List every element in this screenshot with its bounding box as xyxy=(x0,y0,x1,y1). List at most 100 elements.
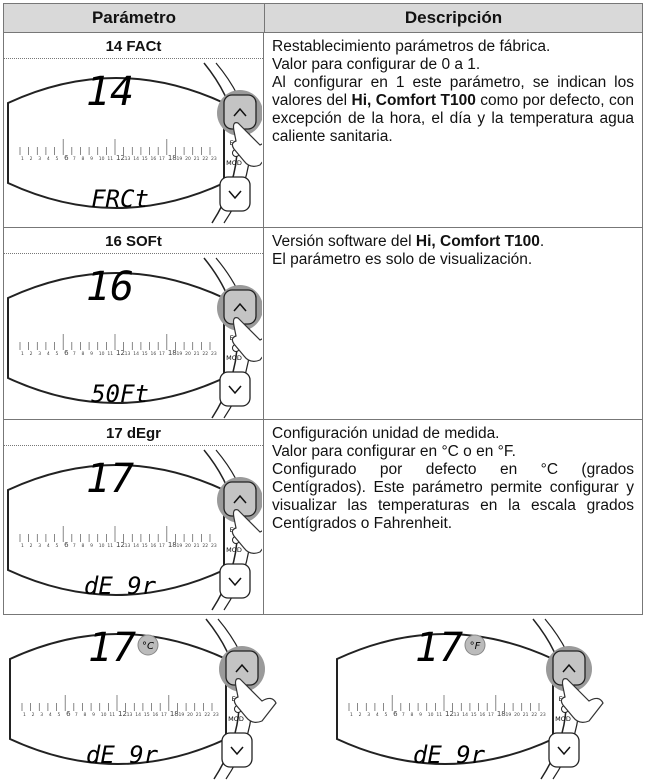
display-word: dE 9r xyxy=(84,572,157,600)
scale-label: 1 xyxy=(21,543,24,549)
display-number: 17 xyxy=(88,625,136,671)
unit-label: °C xyxy=(142,641,154,652)
down-button xyxy=(548,732,580,768)
hand xyxy=(231,509,262,554)
scale-label: 5 xyxy=(56,156,59,162)
scale-label: 6 xyxy=(64,349,69,357)
scale-label: 4 xyxy=(49,712,52,718)
scale-label: 22 xyxy=(531,712,537,718)
description-bold: Hi, Comfort T100 xyxy=(351,92,476,109)
scale-label: 11 xyxy=(436,712,442,718)
scale-label: 16 xyxy=(153,712,159,718)
description-paragraph: Valor para configurar de 0 a 1. xyxy=(272,56,634,74)
scale-label: 15 xyxy=(142,351,148,357)
up-arrow xyxy=(233,107,247,117)
scale-label: 2 xyxy=(30,351,33,357)
scale-label: 13 xyxy=(125,543,131,549)
description-paragraph: Valor para configurar en °C o en °F. xyxy=(272,443,634,461)
scale-label: 20 xyxy=(185,156,191,162)
description-text: Restablecimiento parámetros de fábrica. xyxy=(272,38,551,55)
scale-label: 16 xyxy=(151,156,157,162)
scale-label: 17 xyxy=(161,712,167,718)
parameter-name: 17 dEgr xyxy=(4,420,263,446)
scale-label: 10 xyxy=(428,712,434,718)
scale-label: 13 xyxy=(125,156,131,162)
description-paragraph: Restablecimiento parámetros de fábrica. xyxy=(272,38,634,56)
scale-label: 13 xyxy=(454,712,460,718)
scale-label: 10 xyxy=(99,156,105,162)
scale-label: 4 xyxy=(47,543,50,549)
scale-label: 10 xyxy=(99,543,105,549)
thermostat: 141 2 3 4 5 6 7 8 9 10 11 12 13 14 15 16 17 18 19 20 21 22 23F… xyxy=(7,62,262,224)
up-arrow xyxy=(235,663,249,673)
scale-label: 14 xyxy=(462,712,468,718)
scale-label: 16 xyxy=(480,712,486,718)
scale-label: 12 xyxy=(116,349,125,357)
down-arrow xyxy=(228,190,242,200)
thermostat-figure: 161 2 3 4 5 6 7 8 9 10 11 12 13 14 15 16 17 18 19 20 21 22 235… xyxy=(7,257,262,419)
scale-label: 22 xyxy=(202,543,208,549)
scale-label: 19 xyxy=(176,156,182,162)
scale-label: 17 xyxy=(159,351,165,357)
scale-label: 21 xyxy=(194,156,200,162)
scale-label: 10 xyxy=(101,712,107,718)
display-number: 17 xyxy=(86,456,134,502)
scale-label: 17 xyxy=(159,156,165,162)
unit-label: °F xyxy=(470,641,481,652)
description-paragraph: Configuración unidad de medida. xyxy=(272,425,634,443)
description-text: como por defecto, con excepción de la ho… xyxy=(272,92,635,145)
mode-label: MOD xyxy=(226,354,242,362)
scale-label: 9 xyxy=(90,543,93,549)
hand xyxy=(231,317,262,362)
scale-label: 21 xyxy=(523,712,529,718)
description-cell: Configuración unidad de medida. Valor par… xyxy=(264,420,643,615)
thermostat: 161 2 3 4 5 6 7 8 9 10 11 12 13 14 15 16 17 18 19 20 21 22 235… xyxy=(7,257,262,419)
scale-label: 23 xyxy=(211,156,217,162)
scale-label: 2 xyxy=(32,712,35,718)
examples-figure: 17 °C1 2 3 4 5 6 7 8 9 10 11 12 13 14 15 16 17 18 19 20 21 22 2… xyxy=(9,618,604,780)
description-paragraph: Configurado por defecto en °C (grados Ce… xyxy=(272,461,634,533)
down-button xyxy=(219,563,251,599)
scale-label: 3 xyxy=(367,712,370,718)
parameter-cell: 16 SOFt 16 1 2 3 4 5 6 7 8 9 10 11 12 13 14 15 16 17 18 19 20… xyxy=(3,228,264,420)
scale-label: 9 xyxy=(90,351,93,357)
scale-label: 13 xyxy=(127,712,133,718)
scale-label: 7 xyxy=(75,712,78,718)
scale-label: 14 xyxy=(133,156,139,162)
scale-label: 5 xyxy=(56,351,59,357)
scale-label: 15 xyxy=(142,156,148,162)
down-button xyxy=(221,732,253,768)
scale-label: 6 xyxy=(393,710,398,718)
scale-label: 18 xyxy=(168,541,177,549)
scale-label: 17 xyxy=(488,712,494,718)
scale-label: 14 xyxy=(133,543,139,549)
scale-label: 12 xyxy=(116,541,125,549)
parameter-name: 14 FACt xyxy=(4,33,263,59)
mode-label: MOD xyxy=(226,159,242,167)
scale-label: 22 xyxy=(202,156,208,162)
thermostat: 17 °C1 2 3 4 5 6 7 8 9 10 11 12 13 14 15 16 17 18 19 20 21 22 2… xyxy=(9,618,277,780)
header-cell: Parámetro xyxy=(3,3,265,33)
scale-label: 6 xyxy=(66,710,71,718)
scale-label: 7 xyxy=(73,543,76,549)
parameter-name: 16 SOFt xyxy=(4,228,263,254)
hand xyxy=(560,678,604,723)
scale-label: 8 xyxy=(410,712,413,718)
scale-label: 20 xyxy=(187,712,193,718)
hand xyxy=(233,678,277,723)
scale-label: 21 xyxy=(194,351,200,357)
scale-label: 8 xyxy=(81,543,84,549)
scale-label: 23 xyxy=(211,543,217,549)
up-button xyxy=(552,650,586,686)
down-arrow xyxy=(230,746,244,756)
thermostat-figure: 141 2 3 4 5 6 7 8 9 10 11 12 13 14 15 16 17 18 19 20 21 22 23F… xyxy=(7,62,262,224)
thermostat: 17 °F1 2 3 4 5 6 7 8 9 10 11 12 13 14 15 16 17 18 19 20 21 22 2… xyxy=(336,618,604,780)
scale-label: 19 xyxy=(176,351,182,357)
scale-label: 22 xyxy=(204,712,210,718)
scale-label: 5 xyxy=(58,712,61,718)
scale-label: 9 xyxy=(419,712,422,718)
scale-label: 3 xyxy=(38,156,41,162)
description-text: Valor para configurar de 0 a 1. xyxy=(272,56,481,73)
scale-label: 4 xyxy=(376,712,379,718)
scale-label: 23 xyxy=(213,712,219,718)
